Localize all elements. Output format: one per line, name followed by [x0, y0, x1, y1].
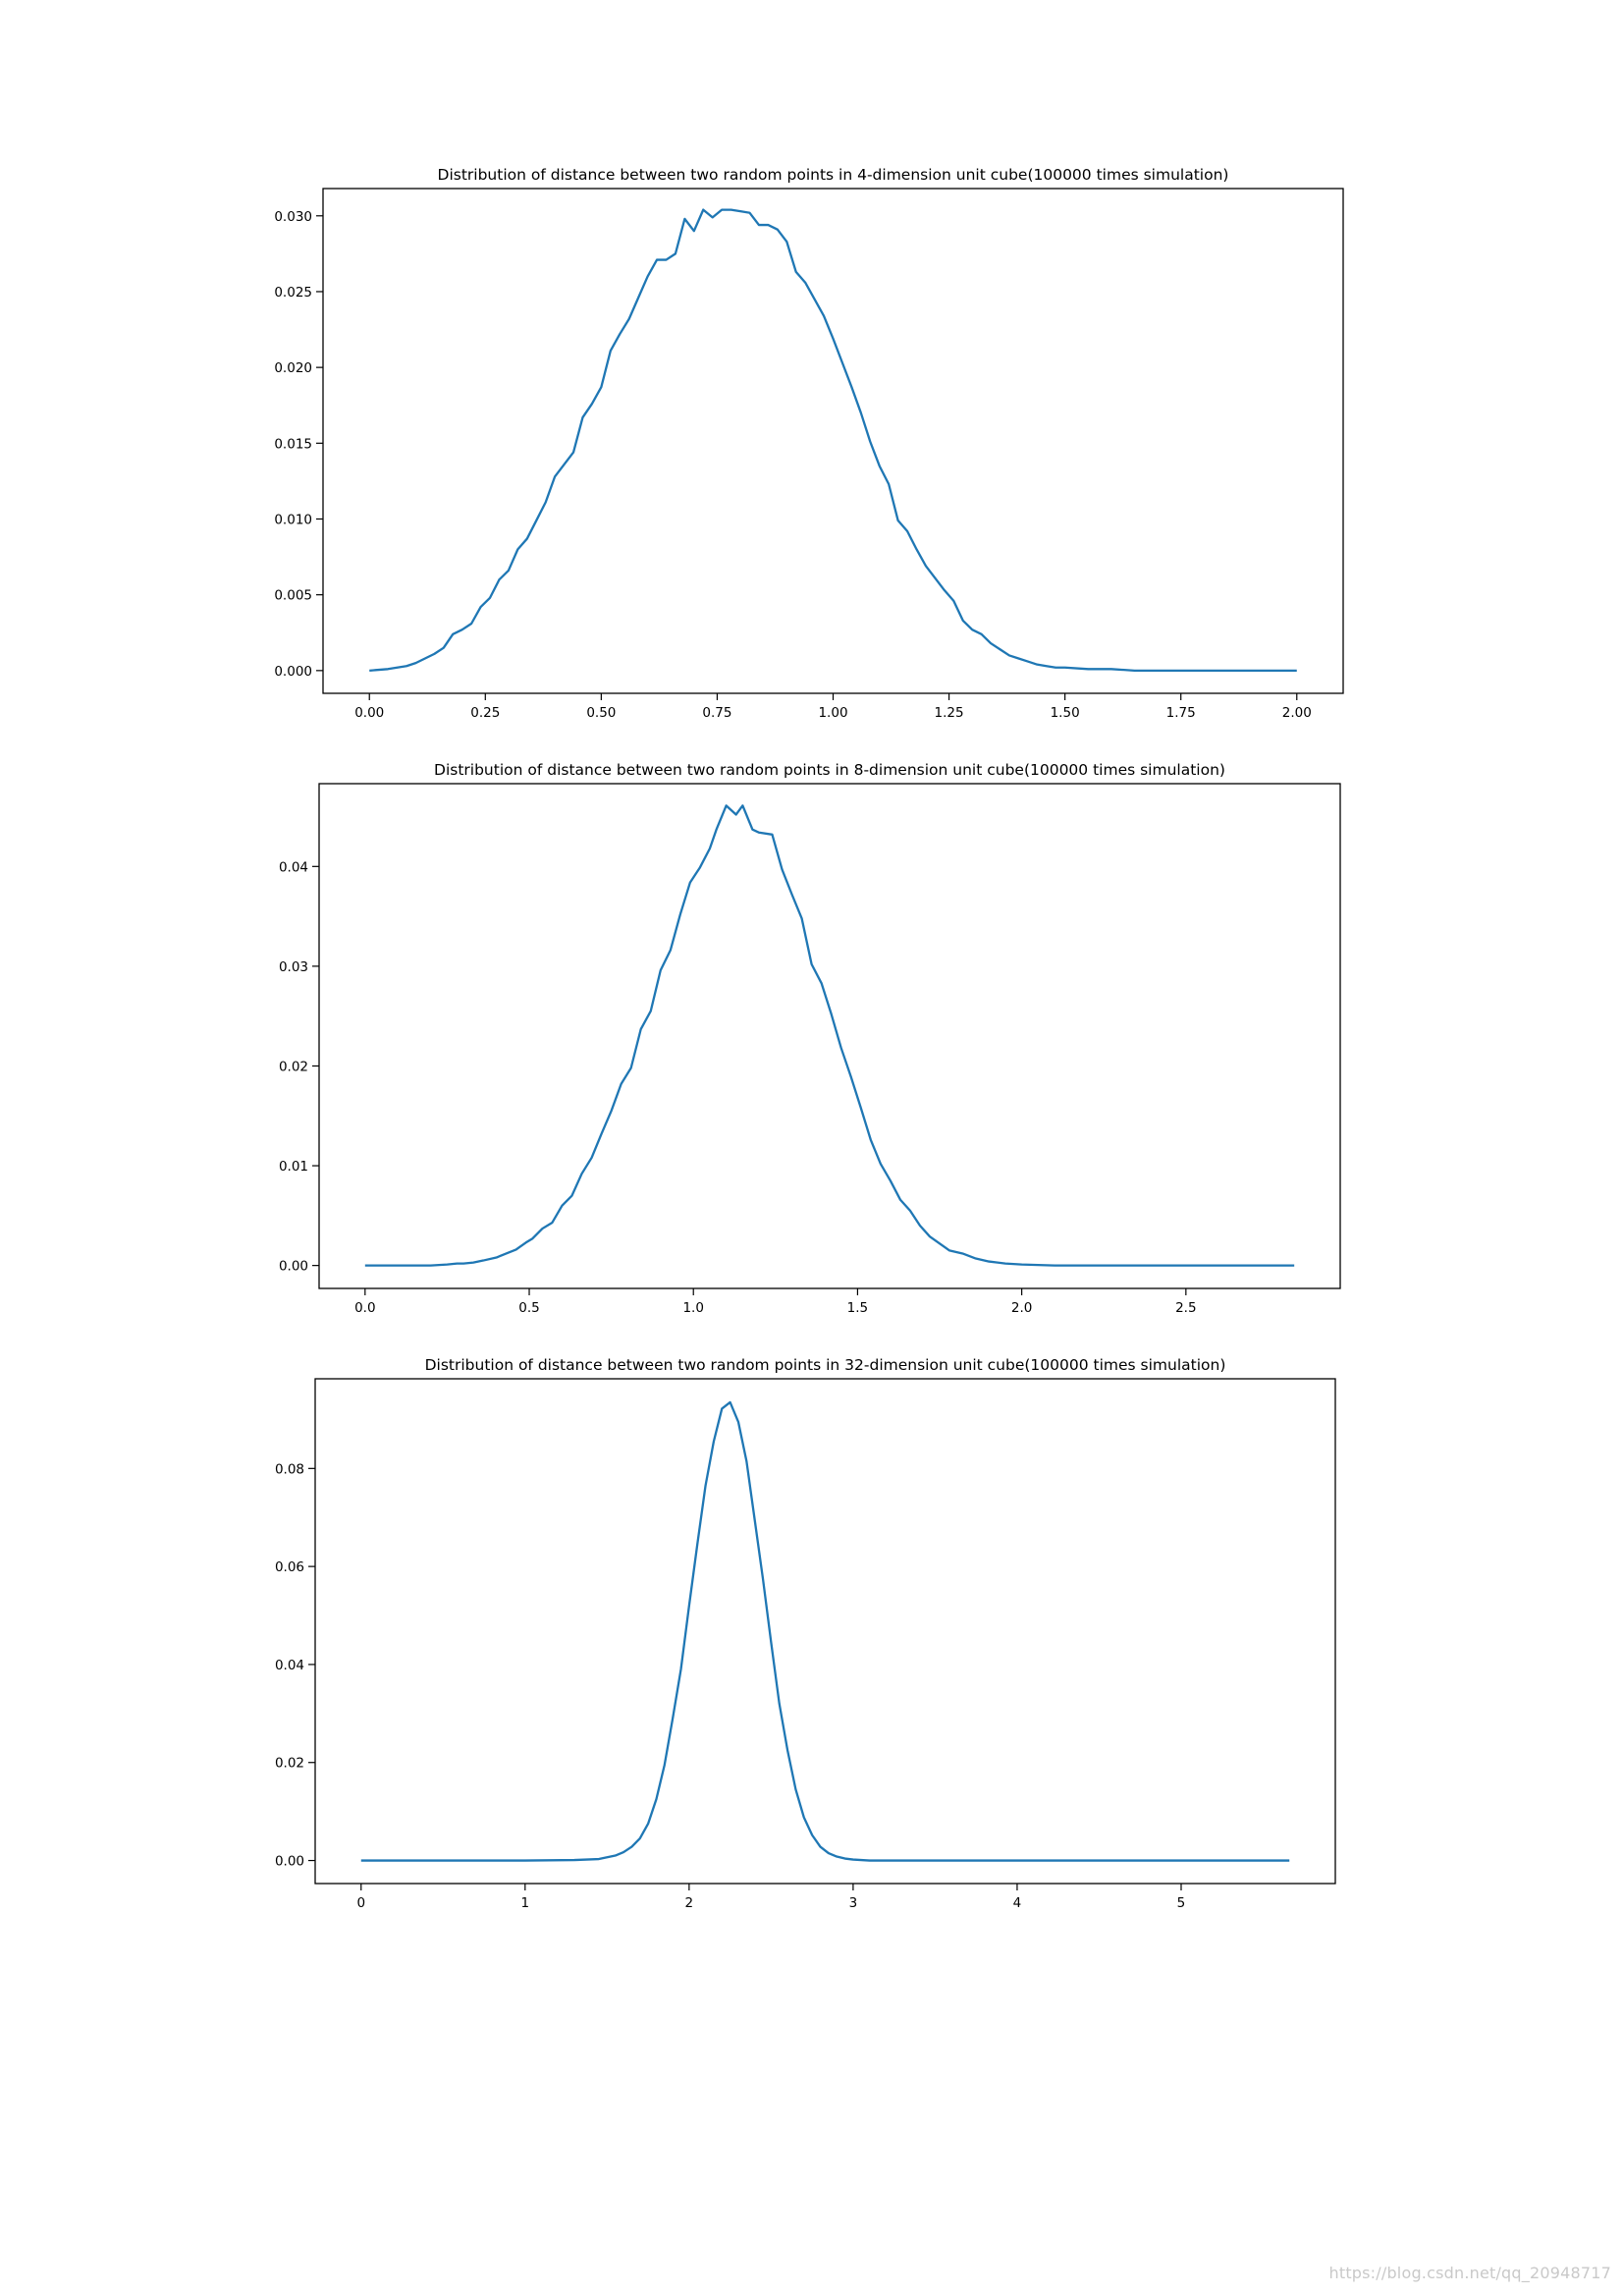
x-tick-label: 4: [1013, 1895, 1022, 1911]
x-tick-label: 1.25: [935, 705, 964, 721]
y-tick-label: 0.02: [275, 1756, 304, 1772]
chart-title: Distribution of distance between two ran…: [438, 166, 1229, 184]
y-tick-label: 0.015: [274, 436, 312, 452]
y-tick-label: 0.020: [274, 360, 312, 376]
x-tick-label: 2: [685, 1895, 694, 1911]
series-line: [364, 804, 1295, 1267]
x-tick-label: 0: [356, 1895, 365, 1911]
x-tick-label: 5: [1177, 1895, 1186, 1911]
watermark: https://blog.csdn.net/qq_20948717: [1328, 2264, 1611, 2282]
y-tick-label: 0.00: [279, 1259, 308, 1275]
x-tick-label: 1: [521, 1895, 530, 1911]
x-tick-label: 0.75: [702, 705, 731, 721]
y-tick-label: 0.00: [275, 1854, 304, 1870]
y-tick-label: 0.04: [275, 1658, 304, 1673]
y-tick-label: 0.000: [274, 664, 312, 680]
x-tick-label: 1.50: [1051, 705, 1080, 721]
series-line: [360, 1400, 1290, 1862]
chart-1: Distribution of distance between two ran…: [274, 166, 1344, 721]
x-tick-label: 0.25: [470, 705, 500, 721]
x-tick-label: 0.00: [354, 705, 384, 721]
chart-3: Distribution of distance between two ran…: [275, 1356, 1336, 1911]
y-tick-label: 0.03: [279, 959, 308, 975]
x-tick-label: 2.0: [1011, 1300, 1032, 1316]
chart-2: Distribution of distance between two ran…: [279, 761, 1341, 1316]
y-tick-label: 0.010: [274, 512, 312, 527]
x-tick-label: 3: [849, 1895, 858, 1911]
y-tick-label: 0.025: [274, 285, 312, 301]
plot-frame: [322, 188, 1344, 694]
x-tick-label: 0.5: [518, 1300, 539, 1316]
chart-title: Distribution of distance between two ran…: [434, 761, 1225, 779]
x-tick-label: 1.5: [847, 1300, 868, 1316]
x-tick-label: 2.00: [1282, 705, 1312, 721]
x-tick-label: 1.00: [818, 705, 847, 721]
y-tick-label: 0.06: [275, 1559, 304, 1575]
x-tick-label: 1.0: [682, 1300, 703, 1316]
y-tick-label: 0.01: [279, 1159, 308, 1175]
y-tick-label: 0.08: [275, 1461, 304, 1477]
x-tick-label: 2.5: [1175, 1300, 1196, 1316]
series-line: [369, 208, 1297, 672]
y-tick-label: 0.030: [274, 209, 312, 225]
x-tick-label: 0.0: [354, 1300, 375, 1316]
chart-title: Distribution of distance between two ran…: [425, 1356, 1226, 1374]
x-tick-label: 0.50: [586, 705, 616, 721]
y-tick-label: 0.04: [279, 859, 308, 875]
x-tick-label: 1.75: [1166, 705, 1196, 721]
y-tick-label: 0.02: [279, 1059, 308, 1074]
plot-frame: [314, 1378, 1336, 1885]
plot-frame: [318, 783, 1341, 1289]
y-tick-label: 0.005: [274, 588, 312, 604]
